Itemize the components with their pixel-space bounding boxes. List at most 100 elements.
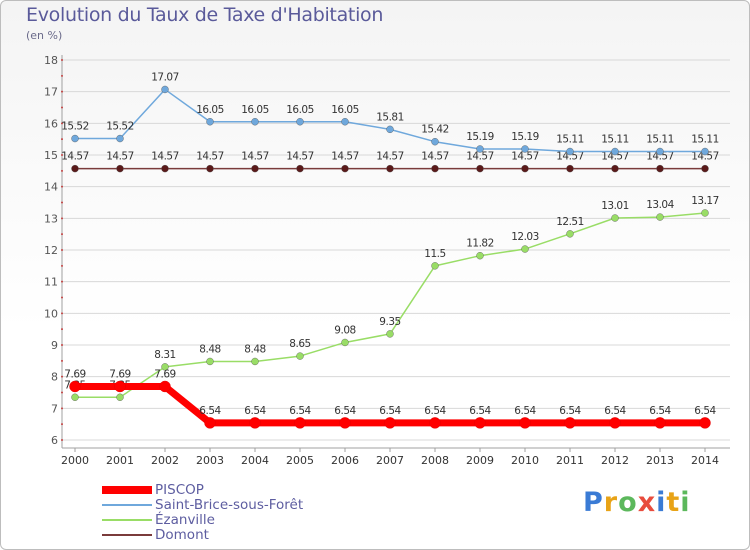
- data-point: [251, 118, 259, 126]
- data-point: [656, 213, 664, 221]
- data-point: [521, 245, 529, 253]
- data-point: [161, 164, 169, 173]
- data-point: [159, 380, 171, 393]
- y-tick-label: 11: [44, 276, 58, 289]
- data-label: 12.51: [556, 216, 584, 228]
- data-point: [519, 417, 531, 429]
- data-point: [701, 164, 709, 173]
- data-point: [296, 118, 304, 126]
- y-tick-label: 10: [44, 307, 58, 320]
- legend-label-ezanville: Ézanville: [155, 512, 215, 528]
- data-label: 14.57: [151, 151, 179, 163]
- x-tick-label: 2011: [556, 454, 584, 467]
- data-label: 15.52: [106, 121, 134, 133]
- data-point: [296, 164, 304, 173]
- y-minor-tick: [61, 138, 63, 141]
- data-point: [114, 380, 126, 393]
- data-label: 7.69: [154, 368, 175, 380]
- data-point: [69, 380, 81, 393]
- data-label: 7.69: [64, 368, 85, 380]
- data-label: 13.01: [601, 200, 629, 212]
- data-label: 14.57: [241, 151, 269, 163]
- data-label: 14.57: [691, 151, 719, 163]
- data-point: [656, 147, 664, 156]
- legend-swatch-ezanville: [102, 519, 152, 521]
- y-tick-label: 13: [44, 212, 58, 225]
- y-tick-label: 14: [44, 181, 58, 194]
- data-point: [386, 330, 394, 338]
- y-minor-tick: [61, 423, 63, 426]
- logo-letter: t: [666, 487, 681, 518]
- data-point: [521, 145, 529, 153]
- y-minor-tick: [61, 233, 63, 236]
- y-minor-tick: [61, 312, 63, 315]
- y-minor-tick: [61, 201, 63, 204]
- legend-swatch-domont: [102, 534, 152, 536]
- data-point: [206, 357, 214, 366]
- data-point: [656, 164, 664, 173]
- data-point: [71, 393, 79, 401]
- y-minor-tick: [61, 407, 63, 410]
- y-tick-label: 12: [44, 244, 58, 257]
- y-minor-tick: [61, 344, 63, 346]
- logo-letter: r: [603, 487, 619, 518]
- data-label: 6.54: [334, 405, 356, 417]
- y-minor-tick: [61, 264, 63, 267]
- x-tick-label: 2009: [466, 454, 494, 467]
- data-label: 6.54: [604, 405, 626, 417]
- y-minor-tick: [61, 185, 63, 188]
- data-point: [341, 164, 349, 173]
- data-label: 6.54: [514, 405, 536, 417]
- y-minor-tick: [61, 280, 63, 283]
- data-point: [521, 164, 529, 173]
- data-point: [429, 417, 441, 429]
- data-label: 15.81: [376, 111, 404, 123]
- y-tick-label: 16: [44, 117, 58, 130]
- data-label: 15.52: [61, 121, 89, 133]
- data-label: 14.57: [376, 151, 404, 163]
- proxiti-logo: Proxiti: [583, 487, 691, 518]
- data-point: [249, 417, 261, 429]
- data-label: 9.08: [334, 324, 355, 336]
- y-tick-label: 7: [51, 402, 58, 415]
- data-label: 15.19: [511, 131, 539, 143]
- y-minor-tick: [61, 217, 63, 220]
- data-label: 6.54: [649, 405, 671, 417]
- data-label: 14.57: [421, 151, 449, 163]
- data-label: 14.57: [61, 151, 89, 163]
- x-tick-label: 2008: [421, 454, 449, 467]
- data-label: 14.57: [286, 151, 314, 163]
- data-point: [71, 164, 79, 173]
- data-label: 15.19: [466, 131, 494, 143]
- y-minor-tick: [61, 328, 63, 331]
- data-point: [384, 417, 396, 429]
- data-label: 6.54: [559, 405, 581, 417]
- y-tick-label: 17: [44, 86, 58, 99]
- data-label: 17.07: [151, 71, 179, 83]
- data-label: 8.48: [199, 343, 220, 355]
- data-point: [341, 338, 349, 347]
- x-tick-label: 2006: [331, 454, 359, 467]
- y-minor-tick: [61, 249, 63, 251]
- data-label: 14.57: [466, 151, 494, 163]
- y-tick-label: 15: [44, 149, 58, 162]
- y-tick-label: 18: [44, 54, 58, 67]
- data-point: [566, 147, 574, 156]
- data-label: 11.5: [424, 248, 445, 260]
- data-point: [339, 417, 351, 429]
- y-tick-label: 6: [51, 434, 58, 447]
- data-point: [699, 417, 711, 429]
- data-point: [71, 134, 79, 143]
- y-minor-tick: [61, 375, 63, 378]
- data-point: [251, 164, 259, 173]
- logo-letter: P: [583, 487, 604, 518]
- y-minor-tick: [61, 169, 63, 172]
- data-label: 14.57: [601, 151, 629, 163]
- data-point: [566, 164, 574, 173]
- legend-label-saint-brice: Saint-Brice-sous-Forêt: [155, 497, 304, 513]
- y-minor-tick: [61, 154, 63, 156]
- data-label: 8.31: [154, 349, 175, 361]
- data-point: [474, 417, 486, 429]
- data-point: [431, 137, 439, 146]
- data-point: [566, 230, 574, 238]
